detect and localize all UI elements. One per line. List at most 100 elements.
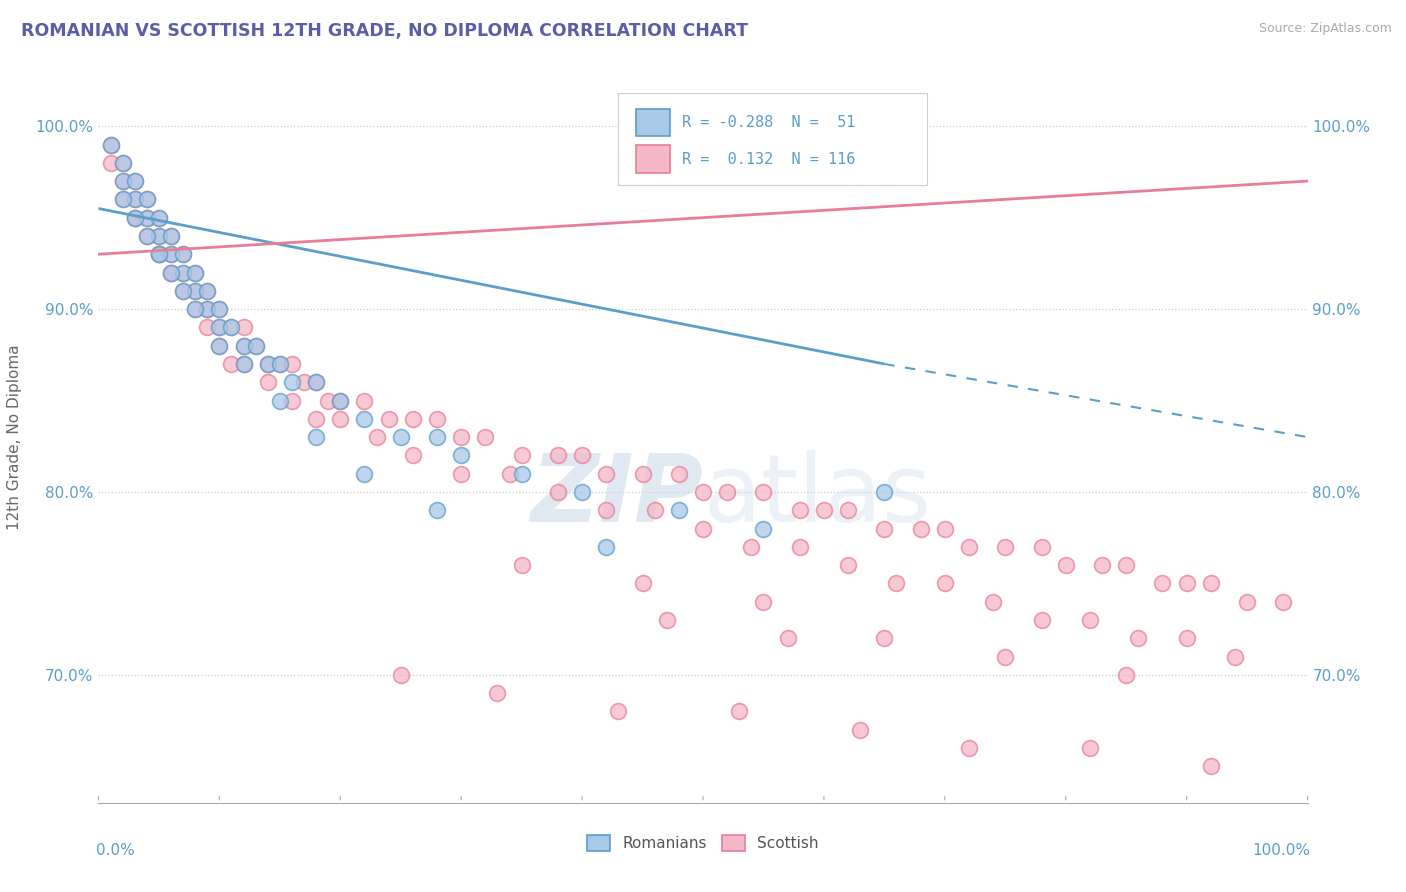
Point xyxy=(353,412,375,426)
Point xyxy=(837,558,859,573)
Point xyxy=(631,576,654,591)
Point xyxy=(195,301,218,317)
Point xyxy=(595,540,617,554)
Point xyxy=(160,266,183,280)
Point xyxy=(160,229,183,244)
Point xyxy=(184,266,207,280)
Point xyxy=(837,503,859,517)
Point xyxy=(172,284,194,298)
Point xyxy=(510,448,533,462)
Point xyxy=(124,174,146,188)
Point xyxy=(172,247,194,261)
Point xyxy=(100,137,122,152)
Point xyxy=(281,376,304,390)
Text: R = -0.288  N =  51: R = -0.288 N = 51 xyxy=(682,115,856,130)
Point xyxy=(172,266,194,280)
Point xyxy=(195,320,218,334)
Point xyxy=(184,266,207,280)
Point xyxy=(269,393,291,408)
Point xyxy=(631,467,654,481)
Point xyxy=(426,503,449,517)
Point xyxy=(450,430,472,444)
Point xyxy=(426,430,449,444)
Point xyxy=(934,522,956,536)
Point xyxy=(1175,632,1198,646)
Point xyxy=(256,357,278,371)
Point xyxy=(111,155,134,169)
Point xyxy=(221,320,243,334)
Point xyxy=(692,522,714,536)
Point xyxy=(221,357,243,371)
Point xyxy=(692,485,714,500)
Point xyxy=(160,247,183,261)
Point xyxy=(981,594,1004,608)
Point xyxy=(1152,576,1174,591)
Point xyxy=(957,740,980,755)
Point xyxy=(510,558,533,573)
Point xyxy=(873,485,896,500)
Point xyxy=(547,485,569,500)
Y-axis label: 12th Grade, No Diploma: 12th Grade, No Diploma xyxy=(7,344,21,530)
Point xyxy=(910,522,932,536)
Point xyxy=(316,393,339,408)
Point xyxy=(1091,558,1114,573)
Point xyxy=(124,211,146,225)
Point xyxy=(184,301,207,317)
Point xyxy=(305,430,328,444)
Point xyxy=(402,412,425,426)
Point xyxy=(873,522,896,536)
Text: ROMANIAN VS SCOTTISH 12TH GRADE, NO DIPLOMA CORRELATION CHART: ROMANIAN VS SCOTTISH 12TH GRADE, NO DIPL… xyxy=(21,22,748,40)
Point xyxy=(160,266,183,280)
Point xyxy=(389,668,412,682)
Point xyxy=(208,301,231,317)
Point xyxy=(849,723,872,737)
Point xyxy=(789,540,811,554)
Point xyxy=(1175,576,1198,591)
Point xyxy=(269,357,291,371)
Point xyxy=(740,540,762,554)
Point xyxy=(510,467,533,481)
Point xyxy=(172,266,194,280)
Point xyxy=(184,284,207,298)
Point xyxy=(148,229,170,244)
Point xyxy=(389,430,412,444)
Point xyxy=(1115,558,1137,573)
Point xyxy=(450,448,472,462)
Point xyxy=(256,357,278,371)
Point xyxy=(100,155,122,169)
Point xyxy=(934,576,956,591)
Point xyxy=(232,339,254,353)
Text: atlas: atlas xyxy=(703,450,931,541)
Point xyxy=(305,376,328,390)
Point xyxy=(353,393,375,408)
Point xyxy=(208,320,231,334)
Point xyxy=(329,412,352,426)
Point xyxy=(281,357,304,371)
Point xyxy=(148,247,170,261)
Point xyxy=(305,376,328,390)
Point xyxy=(124,174,146,188)
Point xyxy=(148,211,170,225)
Point xyxy=(813,503,835,517)
Point xyxy=(655,613,678,627)
Point xyxy=(728,705,751,719)
Point xyxy=(426,412,449,426)
Text: 100.0%: 100.0% xyxy=(1251,843,1310,858)
Point xyxy=(752,485,775,500)
Point xyxy=(124,193,146,207)
Point xyxy=(571,485,593,500)
Point xyxy=(160,229,183,244)
Point xyxy=(256,376,278,390)
Point xyxy=(547,448,569,462)
Point xyxy=(450,467,472,481)
Point xyxy=(124,211,146,225)
Point xyxy=(595,503,617,517)
Point xyxy=(1031,540,1053,554)
Point xyxy=(208,301,231,317)
Point xyxy=(195,284,218,298)
Bar xyxy=(637,109,671,136)
Point xyxy=(245,339,267,353)
Point xyxy=(668,503,690,517)
Point xyxy=(111,174,134,188)
Point xyxy=(873,632,896,646)
